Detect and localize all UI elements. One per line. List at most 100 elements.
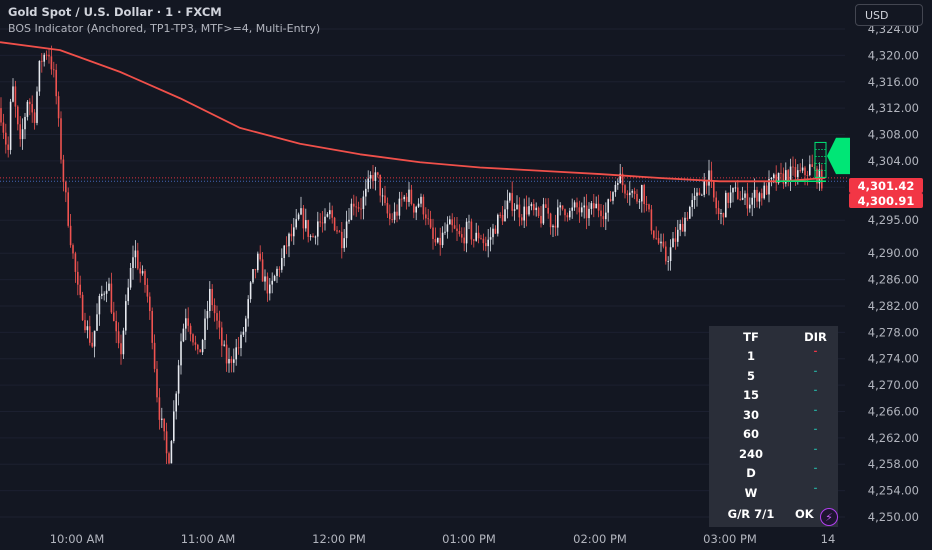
candle (43, 52, 45, 67)
candle (444, 222, 446, 235)
candles (0, 45, 823, 465)
candle (300, 196, 302, 216)
candle (180, 333, 182, 375)
currency-button[interactable]: USD (855, 4, 923, 26)
candle (540, 206, 542, 228)
candle (149, 292, 151, 320)
candle (441, 226, 444, 248)
candle (312, 233, 314, 238)
candle (521, 213, 523, 226)
mtf-row: 5- (709, 367, 838, 386)
candle (612, 191, 614, 205)
candle (516, 195, 518, 210)
y-axis[interactable]: 4,324.004,320.004,316.004,312.004,308.00… (868, 22, 919, 524)
candle (482, 233, 485, 251)
candle (645, 195, 648, 212)
candle (158, 388, 161, 430)
candle (801, 158, 804, 174)
candle (607, 198, 609, 222)
candle (588, 202, 590, 226)
candle (638, 198, 641, 209)
candle (494, 225, 497, 234)
candle (125, 294, 127, 335)
candle (74, 251, 77, 283)
candle (338, 230, 341, 233)
candle (465, 218, 468, 253)
candle (213, 298, 216, 322)
candle (17, 105, 19, 131)
candle (453, 217, 456, 230)
candle (449, 215, 451, 225)
candle (461, 227, 463, 243)
mtf-row: W- (709, 484, 838, 503)
candle (175, 391, 177, 420)
mtf-tf: 60 (742, 427, 759, 441)
candle (62, 154, 65, 192)
candle (701, 193, 703, 196)
candle (319, 213, 321, 228)
candle (127, 278, 129, 306)
candle (619, 164, 621, 184)
candle (456, 216, 458, 242)
candle (758, 191, 761, 209)
candle (216, 305, 218, 330)
candle (189, 323, 192, 342)
y-tick-label: 4,320.00 (868, 48, 919, 62)
indicator-legend[interactable]: BOS Indicator (Anchored, TP1-TP3, MTF>=4… (8, 22, 321, 35)
candle (165, 422, 168, 464)
candle (105, 281, 108, 303)
candle (535, 202, 537, 217)
candle (14, 80, 17, 118)
x-tick-label: 03:00 PM (703, 532, 757, 546)
candle (475, 222, 477, 242)
candle (36, 86, 38, 126)
y-tick-label: 4,312.00 (868, 101, 919, 115)
y-tick-label: 4,266.00 (868, 404, 919, 418)
candle (595, 196, 597, 209)
mtf-footer-ratio: G/R 7/1 (727, 507, 775, 521)
candle (722, 212, 725, 226)
candle (369, 171, 372, 189)
candle (708, 159, 710, 196)
candle (732, 187, 734, 203)
mtf-tf: 240 (738, 446, 763, 461)
candle (557, 199, 559, 236)
candle (281, 248, 283, 273)
x-axis[interactable]: 10:00 AM 11:00 AM 12:00 PM 01:00 PM 02:00 PM… (50, 532, 836, 546)
candle (182, 323, 185, 343)
bolt-icon[interactable]: ⚡ (820, 508, 838, 526)
candle (533, 199, 535, 216)
candle (636, 189, 638, 204)
candle (355, 196, 357, 217)
candle (566, 212, 569, 222)
candle (629, 181, 631, 206)
candle (518, 197, 521, 227)
candle (264, 269, 266, 291)
candle (554, 214, 557, 237)
candle (65, 180, 67, 203)
candle (38, 60, 41, 96)
y-tick-label: 4,250.00 (868, 510, 919, 524)
y-tick-label: 4,278.00 (868, 325, 919, 339)
candle (317, 211, 319, 246)
candle (201, 338, 204, 356)
candle (768, 170, 770, 203)
candle (24, 112, 26, 140)
last-price-tag: 4,300.91 (849, 193, 923, 208)
candle (669, 239, 672, 271)
candle (413, 203, 415, 219)
candle (727, 192, 729, 209)
candle (631, 189, 633, 198)
candle (194, 335, 197, 351)
candle (144, 269, 146, 293)
x-tick-label: 14 (821, 532, 836, 546)
candle (53, 61, 55, 78)
candle (206, 300, 209, 330)
candle (410, 184, 413, 206)
candle (725, 190, 727, 218)
candle (185, 308, 187, 341)
candle (21, 118, 24, 150)
mtf-row: 30 - (709, 406, 838, 425)
candle (633, 187, 636, 200)
